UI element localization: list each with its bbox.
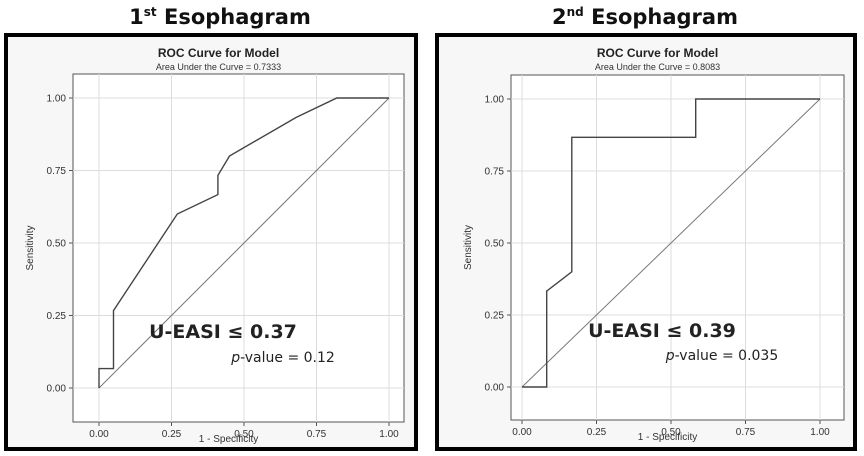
y-tick-label: 0.75 bbox=[47, 166, 67, 177]
x-tick-label: 1.00 bbox=[379, 429, 399, 440]
roc-curve-line bbox=[522, 98, 820, 388]
x-tick-label: 0.75 bbox=[736, 427, 756, 438]
y-tick-label: 0.50 bbox=[485, 239, 505, 250]
panel-1-heading-ordinal: st bbox=[143, 5, 157, 19]
x-axis-label: 1 - Specificity bbox=[638, 432, 697, 443]
x-tick-label: 0.50 bbox=[661, 427, 681, 438]
y-tick-label: 0.00 bbox=[47, 384, 67, 395]
y-tick-label: 0.00 bbox=[485, 383, 505, 394]
reference-diagonal-line bbox=[98, 97, 390, 389]
chart-subtitle: Area Under the Curve = 0.7333 bbox=[156, 62, 281, 72]
y-axis-label: Sensitivity bbox=[25, 225, 36, 270]
roc-chart-2: ROC Curve for Model Area Under the Curve … bbox=[463, 46, 845, 443]
panel-2-heading-label: Esophagram bbox=[591, 5, 738, 29]
y-tick-label: 1.00 bbox=[485, 95, 505, 106]
x-tick-label: 0.75 bbox=[307, 429, 327, 440]
x-tick-label: 0.00 bbox=[89, 429, 109, 440]
plot-area bbox=[510, 74, 845, 421]
p-value-annotation: p-value = 0.035 bbox=[665, 348, 779, 364]
reference-diagonal-line bbox=[521, 98, 821, 388]
p-value-text: -value = 0.035 bbox=[675, 348, 779, 364]
x-tick-label: 0.00 bbox=[512, 427, 532, 438]
x-tick-label: 1.00 bbox=[810, 427, 830, 438]
x-tick-label: 0.50 bbox=[234, 429, 254, 440]
panel-2-heading-number: 2 bbox=[552, 5, 567, 29]
y-tick-label: 0.75 bbox=[485, 167, 505, 178]
y-tick-label: 1.00 bbox=[47, 94, 67, 105]
chart-subtitle: Area Under the Curve = 0.8083 bbox=[595, 62, 720, 72]
panel-1-heading-label: Esophagram bbox=[163, 5, 311, 29]
roc-chart-1: ROC Curve for Model Area Under the Curve … bbox=[25, 46, 405, 445]
p-value-symbol: p bbox=[665, 348, 675, 364]
p-value-annotation: p-value = 0.12 bbox=[230, 350, 335, 366]
panel-1-heading: 1st Esophagram bbox=[20, 2, 420, 32]
chart-title: ROC Curve for Model bbox=[158, 46, 279, 60]
y-tick-label: 0.50 bbox=[47, 239, 67, 250]
y-axis-label: Sensitivity bbox=[463, 225, 474, 270]
threshold-annotation: U-EASI ≤ 0.37 bbox=[149, 321, 297, 343]
threshold-annotation: U-EASI ≤ 0.39 bbox=[588, 320, 736, 342]
p-value-text: -value = 0.12 bbox=[240, 350, 335, 366]
panel-1-frame: ROC Curve for Model Area Under the Curve … bbox=[4, 33, 418, 451]
panel-1-heading-number: 1 bbox=[129, 5, 144, 29]
panel-2-heading: 2nd Esophagram bbox=[440, 2, 850, 32]
roc-curve-line bbox=[98, 97, 389, 388]
p-value-symbol: p bbox=[230, 350, 240, 366]
panel-2-heading-ordinal: nd bbox=[566, 5, 584, 19]
y-tick-label: 0.25 bbox=[485, 311, 505, 322]
chart-title: ROC Curve for Model bbox=[597, 46, 718, 60]
x-tick-label: 0.25 bbox=[162, 429, 182, 440]
y-tick-label: 0.25 bbox=[47, 311, 67, 322]
panel-2-frame: ROC Curve for Model Area Under the Curve … bbox=[435, 33, 857, 451]
x-tick-label: 0.25 bbox=[587, 427, 607, 438]
x-axis-label: 1 - Specificity bbox=[199, 434, 258, 445]
